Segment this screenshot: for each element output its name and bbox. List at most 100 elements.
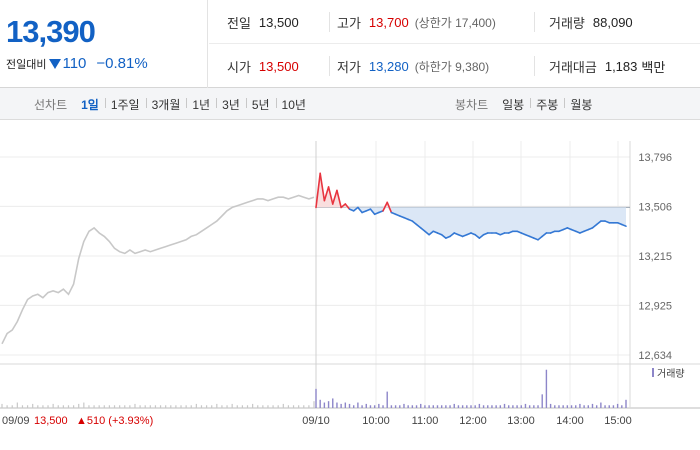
volume-bar	[558, 405, 560, 408]
volume-bar	[386, 391, 388, 408]
info-cell-prev-close: 전일 13,500	[227, 0, 299, 44]
volume-bar	[470, 405, 472, 408]
volume-bar	[226, 405, 228, 408]
info-label: 저가	[337, 59, 361, 75]
volume-bar	[411, 405, 414, 408]
today-price-segment	[449, 232, 456, 238]
tab-1y[interactable]: 1년	[186, 96, 216, 113]
today-price-segment	[323, 186, 330, 202]
info-row: 시가 13,500 저가 13,280 (하한가 9,380) 거래대금 1,1…	[209, 44, 700, 88]
volume-bar	[1, 403, 3, 408]
volume-bar	[528, 405, 531, 408]
volume-bar	[415, 405, 418, 408]
volume-legend-swatch	[652, 368, 654, 377]
volume-bar	[216, 403, 218, 408]
volume-bar	[524, 403, 527, 408]
volume-bar	[180, 405, 182, 408]
info-label: 거래량	[549, 15, 585, 31]
info-cell-trading-value: 거래대금 1,183 백만	[549, 44, 665, 88]
volume-bar	[432, 405, 434, 408]
volume-bar	[608, 405, 610, 408]
tab-10y[interactable]: 10년	[275, 96, 312, 113]
volume-bar	[262, 405, 264, 408]
tab-3y[interactable]: 3년	[216, 96, 246, 113]
tab-monthly[interactable]: 월봉	[564, 96, 598, 113]
volume-bar	[604, 405, 606, 408]
volume-bar	[154, 405, 157, 408]
volume-bar	[315, 388, 317, 408]
volume-bar	[185, 405, 187, 408]
info-label: 고가	[337, 15, 361, 31]
volume-legend-label: 거래량	[657, 368, 685, 380]
today-price-segment	[474, 233, 481, 239]
info-value: 13,280	[368, 58, 409, 74]
volume-bar	[292, 405, 295, 408]
volume-bar	[47, 405, 49, 408]
volume-bar	[303, 405, 305, 408]
info-cell-high: 고가 13,700 (상한가 17,400)	[337, 0, 496, 44]
today-price-segment	[537, 235, 544, 241]
change-percent: −0.81%	[96, 55, 148, 72]
volume-bar	[16, 402, 18, 408]
above-base-fill	[316, 173, 626, 208]
volume-bar	[62, 405, 64, 408]
info-value: 13,500	[258, 14, 299, 30]
tab-daily[interactable]: 일봉	[502, 97, 525, 112]
y-tick-label: 12,925	[638, 300, 672, 312]
volume-bar	[600, 402, 602, 408]
change-line: 전일대비 110 −0.81%	[6, 55, 148, 72]
today-price-segment	[327, 186, 334, 205]
y-tick-label: 13,796	[638, 152, 672, 164]
volume-bar	[382, 405, 384, 408]
volume-bar	[587, 405, 589, 408]
volume-bar	[562, 405, 564, 408]
tab-5y[interactable]: 5년	[245, 96, 276, 113]
volume-bar	[495, 405, 497, 408]
price-box: 13,390 전일대비 110 −0.81%	[0, 0, 208, 88]
volume-bar	[124, 405, 126, 408]
today-price-segment	[440, 233, 447, 239]
volume-bar	[369, 405, 372, 408]
volume-bar	[491, 405, 493, 408]
volume-bar	[499, 405, 502, 408]
volume-bar	[612, 405, 615, 408]
volume-bar	[231, 403, 233, 408]
volume-bar	[570, 405, 573, 408]
down-triangle-icon	[49, 58, 62, 69]
volume-bar	[313, 401, 315, 408]
tab-1w[interactable]: 1주일	[104, 96, 146, 113]
today-price-segment	[478, 233, 485, 239]
volume-bar	[200, 405, 203, 408]
volume-bar	[241, 405, 243, 408]
volume-bar	[348, 403, 351, 408]
tab-3m[interactable]: 3개월	[145, 96, 187, 113]
volume-bar	[445, 405, 447, 408]
tab-weekly[interactable]: 주봉	[530, 96, 564, 113]
today-price-segment	[319, 172, 326, 202]
volume-bar	[88, 405, 90, 408]
volume-bar	[428, 405, 430, 408]
volume-bar	[108, 405, 111, 408]
candle-chart-title: 봉차트	[455, 97, 489, 112]
volume-bar	[165, 405, 167, 408]
x-tick-label: 14:00	[556, 415, 584, 427]
today-price-segment	[595, 220, 602, 226]
tab-1d[interactable]: 1일	[81, 97, 99, 112]
info-unit: 백만	[641, 59, 666, 75]
volume-bar	[403, 403, 405, 408]
today-price-segment	[369, 208, 376, 216]
volume-bar	[336, 402, 338, 408]
volume-bar	[139, 405, 141, 408]
volume-bar	[175, 405, 177, 408]
volume-bar	[267, 405, 269, 408]
x-tick-label: 11:00	[412, 415, 439, 427]
volume-bar	[21, 405, 24, 408]
volume-bar	[236, 405, 238, 408]
info-cell-open: 시가 13,500	[227, 44, 299, 88]
volume-bar	[361, 405, 363, 408]
x-tick-label: 13:00	[507, 415, 535, 427]
volume-bar	[537, 405, 539, 408]
volume-bar	[549, 403, 552, 408]
volume-bar	[407, 405, 409, 408]
volume-bar	[516, 405, 518, 408]
